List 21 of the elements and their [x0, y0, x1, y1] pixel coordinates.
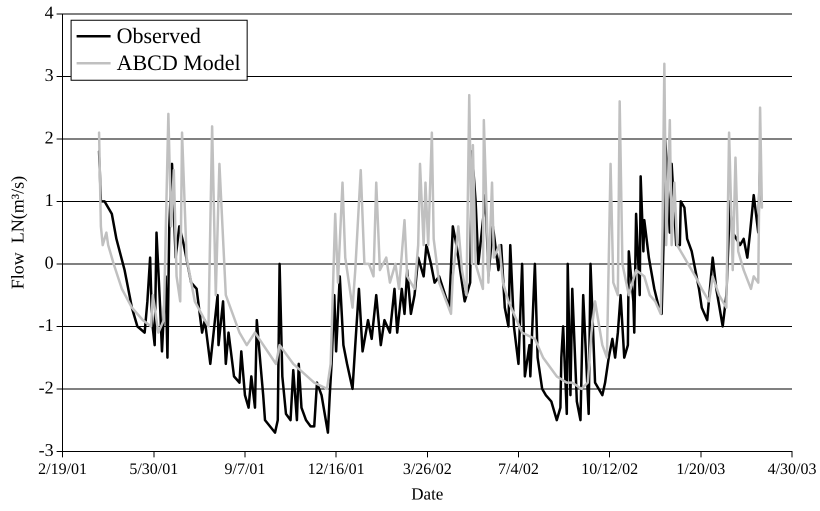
x-tick-label: 4/30/03	[768, 461, 816, 478]
y-axis-title: Flow LN(m³/s)	[8, 176, 28, 290]
x-tick-label: 10/12/02	[581, 461, 638, 478]
x-tick-label: 9/7/01	[224, 461, 266, 478]
legend-label: Observed	[116, 23, 201, 48]
y-tick-label: -1	[38, 315, 54, 336]
y-tick-label: 1	[44, 190, 54, 210]
y-tick-label: 0	[44, 252, 54, 273]
y-tick-label: 4	[44, 2, 54, 23]
x-tick-label: 12/16/01	[308, 461, 365, 478]
x-tick-label: 7/4/02	[498, 461, 539, 478]
x-tick-label: 1/20/03	[676, 461, 726, 478]
x-tick-label: 5/30/01	[129, 461, 178, 478]
x-axis-title: Date	[411, 484, 444, 504]
y-tick-label: 2	[44, 128, 54, 148]
x-tick-label: 3/26/02	[402, 461, 452, 478]
x-tick-label: 2/19/01	[38, 461, 88, 478]
y-tick-label: -3	[38, 440, 54, 460]
y-tick-label: 3	[44, 65, 54, 86]
y-tick-label: -2	[38, 378, 54, 398]
legend-label: ABCD Model	[116, 50, 241, 76]
